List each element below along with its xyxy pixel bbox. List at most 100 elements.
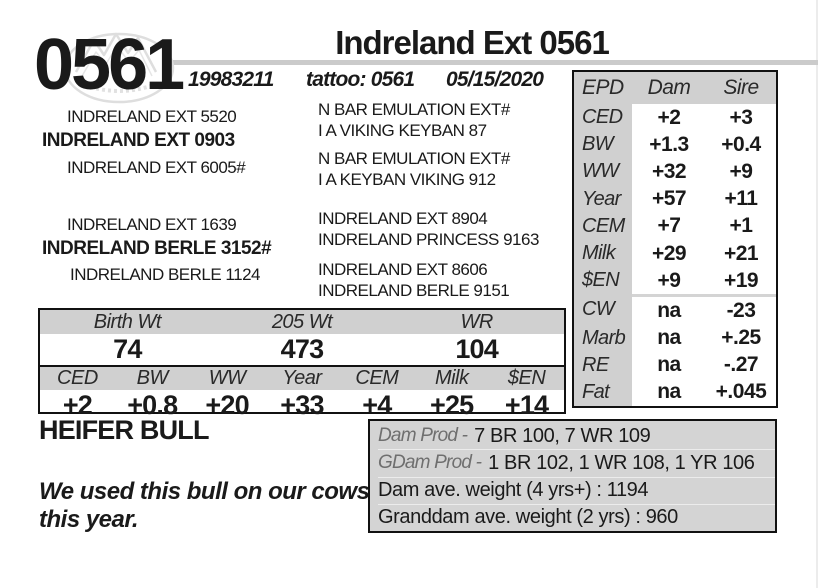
dam-prod-value: 7 BR 100, 7 WR 109 — [474, 424, 651, 447]
pedigree-ggp-6: INDRELAND PRINCESS 9163 — [318, 230, 539, 249]
epd-sire-value: +11 — [724, 187, 758, 211]
epd-label: Marb — [574, 324, 632, 352]
epd-row-cw: CW na -23 — [574, 294, 776, 325]
classification-label: HEIFER BULL — [39, 415, 210, 445]
epd-label: BW — [574, 131, 632, 159]
weaning-weight-value: 473 — [280, 334, 324, 364]
epd-dam-value: +2 — [657, 105, 681, 129]
pedigree-ggp-5: INDRELAND EXT 8904 — [318, 209, 488, 228]
epd-table-header: EPD Dam Sire — [574, 72, 776, 104]
epd-row-cem: CEM +7 +1 — [574, 212, 776, 240]
dam-production-box: Dam Prod - 7 BR 100, 7 WR 109 GDam Prod … — [368, 419, 777, 533]
pedigree-sire-grandsire: INDRELAND EXT 5520 — [67, 107, 237, 126]
pedigree-ggp-8: INDRELAND BERLE 9151 — [318, 281, 510, 300]
own-epd-header: $EN — [507, 367, 546, 389]
weight-header-row: Birth Wt 205 Wt WR — [40, 310, 564, 334]
title-underline-rule — [173, 60, 818, 65]
pedigree-dam: INDRELAND BERLE 3152# — [42, 238, 272, 259]
epd-row-en: $EN +9 +19 — [574, 267, 776, 295]
pedigree-dam-grandsire: INDRELAND EXT 1639 — [67, 215, 237, 234]
granddam-avg-weight-row: Granddam ave. weight (2 yrs) : 960 — [378, 505, 775, 531]
epd-dam-value: +57 — [651, 187, 687, 211]
epd-label: Year — [574, 185, 632, 213]
epd-dam-value: +1.3 — [649, 132, 689, 156]
page-edge-line — [816, 0, 818, 588]
epd-row-bw: BW +1.3 +0.4 — [574, 131, 776, 159]
gdam-prod-label: GDam Prod - — [378, 452, 482, 474]
epd-sire-value: +1 — [729, 214, 753, 238]
weight-ratio-value: 104 — [455, 334, 498, 364]
epd-dam-value: +7 — [657, 214, 681, 238]
tattoo-number: tattoo: 0561 — [306, 68, 415, 91]
epd-table-body: CED +2 +3 BW +1.3 +0.4 WW +32 +9 Year +5… — [574, 104, 776, 407]
epd-sire-value: +3 — [729, 105, 753, 129]
own-epd-value: +2 — [62, 390, 93, 420]
epd-row-re: RE na -.27 — [574, 351, 776, 379]
weight-header: Birth Wt — [93, 310, 162, 333]
pedigree-ggp-2: I A VIKING KEYBAN 87 — [318, 121, 487, 140]
dam-prod-label: Dam Prod - — [378, 425, 468, 447]
own-epd-value-row: +2 +0.8 +20 +33 +4 +25 +14 — [40, 390, 564, 421]
epd-label: RE — [574, 351, 632, 379]
epd-dam-value: na — [657, 326, 681, 350]
epd-label: CED — [574, 104, 632, 132]
epd-dam-value: na — [632, 294, 706, 324]
own-epd-value: +14 — [504, 390, 549, 420]
epd-sire-value: -.27 — [723, 353, 759, 377]
pedigree-sire-granddam: INDRELAND EXT 6005# — [67, 158, 246, 177]
breeder-comment: We used this bull on our cows this year. — [39, 478, 370, 534]
dam-avg-weight-value: Dam ave. weight (4 yrs+) : 1194 — [378, 479, 649, 502]
pedigree-sire: INDRELAND EXT 0903 — [42, 130, 235, 151]
epd-sire-value: +9 — [729, 159, 753, 183]
gdam-prod-row: GDam Prod - 1 BR 102, 1 WR 108, 1 YR 106 — [378, 450, 775, 478]
pedigree-ggp-1: N BAR EMULATION EXT# — [318, 100, 510, 119]
lot-number: 0561 — [34, 25, 185, 105]
own-epd-value: +25 — [430, 390, 474, 420]
mountain-ranch-brand-watermark-icon — [62, 26, 176, 111]
epd-row-fat: Fat na +.045 — [574, 378, 776, 407]
performance-table: Birth Wt 205 Wt WR 74 473 104 CED BW WW … — [38, 308, 566, 420]
own-epd-header: CEM — [355, 367, 399, 389]
breeder-comment-line: this year. — [39, 506, 139, 533]
pedigree-ggp-7: INDRELAND EXT 8606 — [318, 260, 488, 279]
epd-dam-value: +9 — [657, 268, 681, 292]
epd-sire-value: +0.4 — [721, 132, 761, 156]
epd-sire-value: +.25 — [721, 326, 761, 350]
own-epd-value: +20 — [205, 390, 249, 420]
own-epd-header: CED — [57, 367, 98, 389]
pedigree-dam-granddam: INDRELAND BERLE 1124 — [70, 265, 261, 284]
own-epd-value: +0.8 — [127, 390, 178, 420]
granddam-avg-weight-value: Granddam ave. weight (2 yrs) : 960 — [378, 506, 678, 529]
gdam-prod-value: 1 BR 102, 1 WR 108, 1 YR 106 — [488, 451, 755, 474]
breeder-comment-line: We used this bull on our cows — [39, 478, 370, 505]
epd-label: WW — [574, 158, 632, 186]
epd-dam-sire-table: EPD Dam Sire CED +2 +3 BW +1.3 +0.4 WW +… — [572, 70, 778, 408]
registration-number: 19983211 — [188, 68, 274, 91]
epd-label: CW — [574, 294, 632, 325]
own-epd-value: +4 — [362, 390, 392, 420]
dam-avg-weight-row: Dam ave. weight (4 yrs+) : 1194 — [378, 478, 775, 505]
epd-label: Milk — [574, 239, 632, 268]
epd-sire-value: +21 — [723, 241, 759, 265]
epd-row-ced: CED +2 +3 — [574, 104, 776, 132]
epd-label: $EN — [574, 267, 632, 295]
dam-prod-row: Dam Prod - 7 BR 100, 7 WR 109 — [378, 423, 775, 451]
own-epd-header-row: CED BW WW Year CEM Milk $EN — [40, 365, 564, 390]
epd-sire-value: +.045 — [715, 380, 767, 404]
epd-dam-value: +29 — [651, 241, 687, 265]
epd-dam-value: na — [657, 353, 681, 377]
epd-sire-value: -23 — [706, 294, 776, 324]
page-title: Indreland Ext 0561 — [335, 24, 610, 61]
epd-label: CEM — [574, 212, 632, 240]
epd-header-label: EPD — [582, 76, 624, 99]
epd-header-dam: Dam — [647, 76, 691, 99]
own-epd-value: +33 — [280, 390, 324, 420]
epd-dam-value: na — [657, 380, 681, 404]
weight-header: WR — [460, 310, 494, 333]
birth-weight-value: 74 — [113, 334, 142, 364]
birth-date: 05/15/2020 — [446, 68, 544, 91]
pedigree-ggp-3: N BAR EMULATION EXT# — [318, 149, 510, 168]
own-epd-header: BW — [136, 367, 169, 389]
weight-header: 205 Wt — [271, 310, 333, 333]
